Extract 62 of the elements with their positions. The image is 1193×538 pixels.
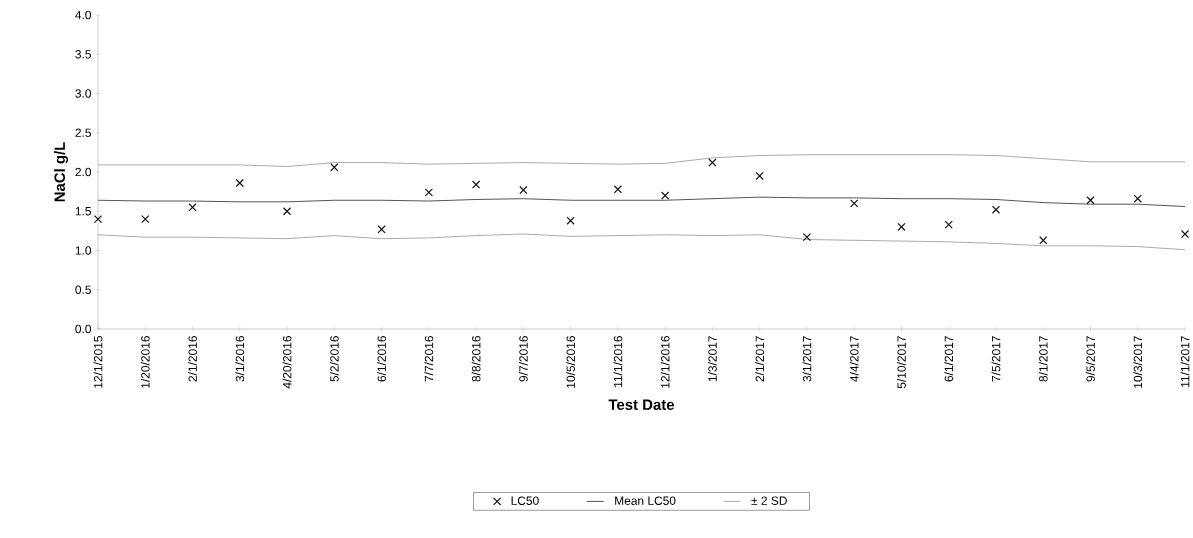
x-tick-label: 6/1/2016 [377, 336, 386, 382]
point [991, 205, 1001, 214]
legend-label: ± 2 SD [751, 496, 787, 505]
x-axis-title: Test Date [608, 399, 675, 410]
point [519, 185, 528, 195]
x-tick-label: 1/3/2017 [708, 336, 717, 382]
legend-label: Mean LC50 [615, 496, 676, 505]
x-tick-label: 1/20/2016 [140, 336, 150, 388]
y-tick-label: 0.5 [75, 285, 91, 294]
x-tick-label: 7/7/2016 [424, 336, 434, 382]
point [377, 225, 386, 234]
x-tick-label: 6/1/2017 [944, 336, 954, 382]
y-tick-label: 2.5 [75, 128, 91, 137]
y-tick-label: 3.5 [75, 50, 91, 59]
y-tick-label: 1.5 [75, 207, 91, 216]
point [897, 222, 906, 232]
point [613, 185, 623, 194]
point [944, 220, 953, 229]
y-tick-label: 2.0 [75, 167, 92, 177]
point [802, 233, 812, 242]
point [708, 158, 717, 167]
point [755, 171, 764, 181]
point [1133, 194, 1142, 203]
x-tick-label: 9/5/2017 [1086, 336, 1095, 382]
x-tick-label: 7/5/2017 [991, 336, 1001, 382]
y-tick-label: 3.0 [75, 89, 92, 98]
y-tick-label: 1.0 [75, 246, 92, 255]
x-tick-label: 10/5/2016 [566, 336, 575, 388]
x-tick-label: 12/1/2016 [660, 336, 670, 388]
x-tick-label: 12/1/2015 [93, 336, 103, 388]
x-tick-label: 11/1/2016 [613, 336, 623, 387]
point [93, 214, 103, 224]
point [566, 216, 575, 225]
x-tick-label: 9/7/2016 [518, 336, 528, 382]
x-tick-label: 8/1/2017 [1038, 336, 1048, 382]
point [471, 180, 481, 189]
point [1039, 236, 1048, 245]
x-tick-label: 3/1/2017 [802, 336, 812, 382]
x-tick-label: 10/3/2017 [1133, 336, 1143, 388]
y-axis-title: NaCl g/L [54, 142, 69, 202]
point [235, 178, 244, 188]
point [1180, 229, 1190, 239]
y-tick-label: 0.0 [75, 324, 92, 334]
x-tick-label: 2/1/2016 [188, 336, 197, 382]
x-tick-label: 4/4/2017 [849, 336, 859, 382]
x-tick-label: 3/1/2016 [235, 336, 245, 382]
x-tick-label: 5/10/2017 [897, 336, 906, 389]
point [282, 207, 292, 216]
x-tick-label: 4/20/2016 [282, 336, 292, 389]
point [424, 188, 433, 197]
x-tick-label: 2/1/2017 [755, 336, 765, 382]
point [850, 199, 859, 208]
y-tick-label: 4.0 [75, 10, 92, 20]
point [141, 214, 150, 224]
point [661, 191, 670, 200]
x-tick-label: 8/8/2016 [471, 336, 481, 382]
point [1086, 196, 1095, 205]
point [188, 203, 197, 212]
point [330, 163, 339, 172]
x-tick-label: 5/2/2016 [329, 336, 339, 382]
legend-label: LC50 [511, 496, 539, 505]
x-tick-label: 11/1/2017 [1180, 336, 1190, 387]
